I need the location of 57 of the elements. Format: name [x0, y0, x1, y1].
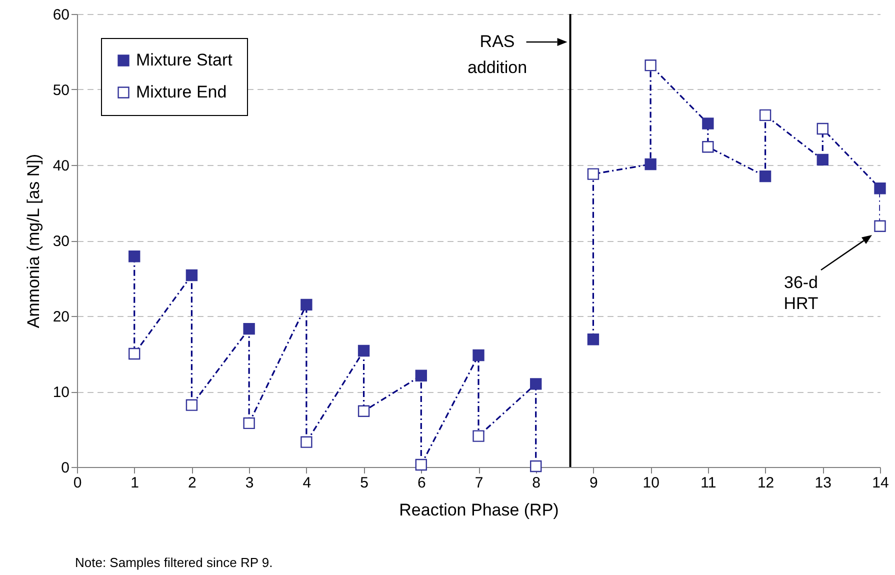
- y-tick-label: 10: [52, 384, 70, 401]
- point: [300, 436, 312, 448]
- point: [186, 399, 198, 411]
- point: [816, 122, 828, 135]
- y-tick-label: 0: [61, 460, 70, 476]
- x-tick-label: 10: [642, 474, 660, 492]
- point: [243, 417, 255, 430]
- y-tick-label: 60: [52, 6, 70, 24]
- text: Note: Samples filtered since RP 9.: [75, 555, 273, 570]
- point: [644, 59, 656, 72]
- point: [358, 405, 370, 417]
- x-tick-label: 13: [814, 474, 832, 492]
- x-tick-label: 8: [532, 474, 541, 492]
- x-tick-label: 3: [245, 474, 254, 492]
- point: [759, 109, 772, 122]
- point: [702, 141, 714, 153]
- annotation: 36-d HRT: [784, 273, 818, 313]
- point: [587, 168, 600, 180]
- y-tick-label: 20: [52, 308, 70, 326]
- x-tick-label: 0: [73, 474, 82, 492]
- point: [472, 430, 484, 442]
- legend-label: Mixture End: [136, 82, 227, 102]
- x-tick-label: 2: [188, 474, 196, 492]
- point: [644, 158, 656, 170]
- point: [472, 349, 484, 362]
- point: [358, 344, 370, 357]
- point: [243, 322, 255, 335]
- x-tick-label: 9: [590, 474, 598, 492]
- point: [186, 269, 198, 282]
- y-tick-label: 50: [52, 82, 70, 99]
- y-axis-title: Ammonia (mg/L [as N]): [24, 154, 43, 328]
- point: [587, 334, 600, 346]
- x-tick-label: 14: [872, 474, 889, 492]
- ref-line-label: RAS addition: [467, 32, 528, 77]
- point: [874, 220, 886, 232]
- x-axis-title: Reaction Phase (RP): [399, 500, 559, 520]
- x-tick-label: 5: [360, 474, 368, 492]
- point: [759, 170, 772, 182]
- point: [530, 378, 542, 390]
- x-tick-label: 12: [757, 474, 774, 492]
- y-tick-label: 40: [52, 158, 70, 174]
- x-tick-label: 7: [474, 474, 484, 492]
- point: [530, 460, 542, 472]
- point: [415, 370, 427, 382]
- x-tick-label: 11: [700, 474, 716, 492]
- y-tick-label: 30: [52, 233, 70, 250]
- legend-label: Mixture Start: [136, 50, 233, 70]
- point: [874, 182, 886, 194]
- point: [415, 458, 427, 471]
- point: [300, 298, 312, 311]
- point: [128, 250, 140, 262]
- point: [128, 348, 140, 360]
- point: [816, 154, 828, 166]
- x-tick-label: 1: [130, 474, 140, 492]
- x-tick-label: 6: [417, 474, 426, 492]
- x-tick-label: 4: [302, 474, 312, 492]
- point: [702, 118, 714, 130]
